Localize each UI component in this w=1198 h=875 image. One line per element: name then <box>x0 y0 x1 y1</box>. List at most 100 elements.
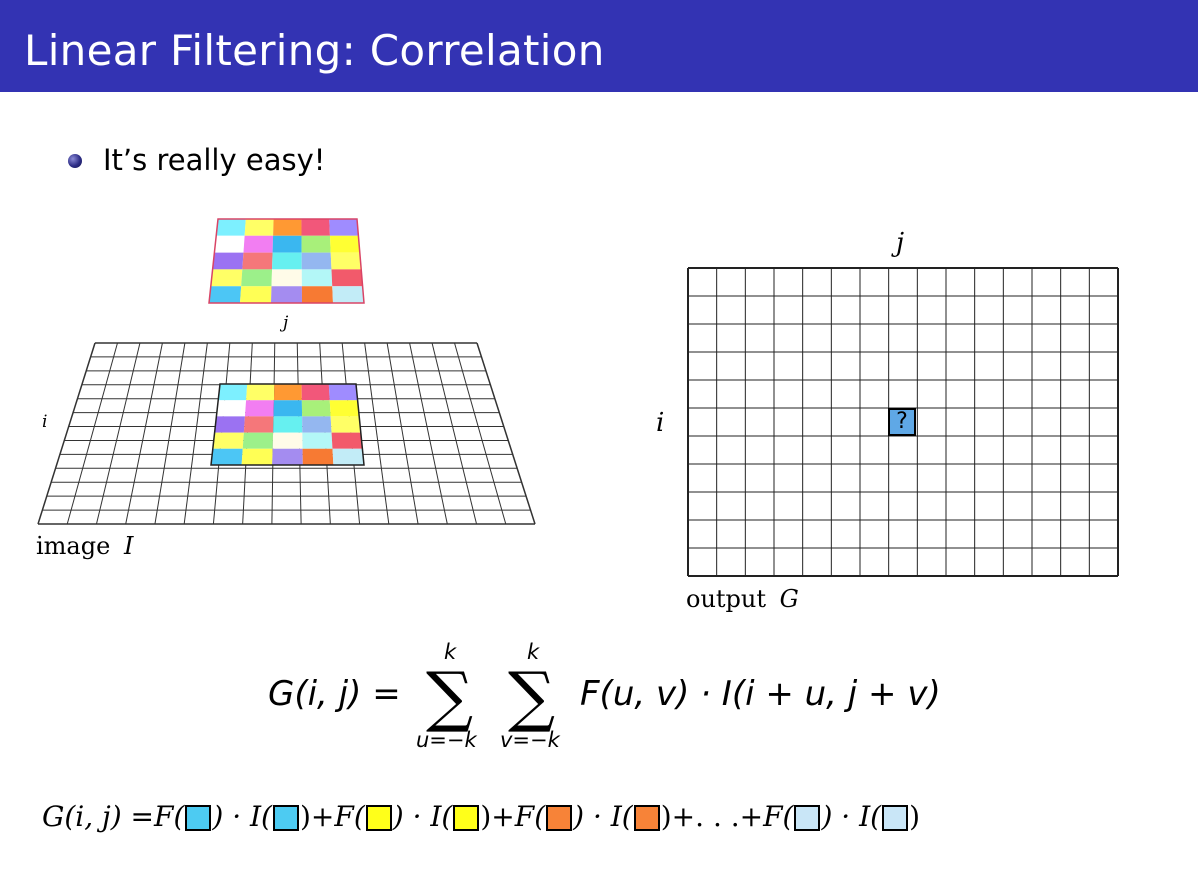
expanded-formula: G(i, j) = F( ) · I() + F( ) · I() + F( ) · … <box>42 800 920 833</box>
filter-cell <box>331 432 363 449</box>
filter-cell <box>272 252 302 270</box>
filter-cell <box>243 416 274 433</box>
term4-I: ) · I( <box>821 800 882 833</box>
sum2-lower: v=−k <box>500 728 560 752</box>
grid-col-line <box>386 342 419 525</box>
ellipsis: . . . <box>695 800 740 833</box>
swatch-yellow-I <box>453 804 480 831</box>
image-grid-figure <box>37 218 536 525</box>
filter-border <box>208 218 365 304</box>
swatch-orange-I <box>633 804 660 831</box>
swatch-yellow-F <box>365 804 392 831</box>
plus-1: + <box>310 800 335 833</box>
sum1-upper: k <box>444 640 457 664</box>
grid-col-line <box>37 342 96 525</box>
sum1-sign: ∑ <box>426 658 474 735</box>
swatch-orange-F <box>546 804 573 831</box>
term2-close: ) <box>480 800 492 833</box>
filter-cell <box>242 432 274 449</box>
output-grid <box>687 267 1119 577</box>
left-axis-i: i <box>42 412 48 432</box>
term4-close: ) <box>909 800 921 833</box>
image-caption-symbol: I <box>123 532 134 560</box>
filter-cell <box>241 448 273 465</box>
term1-F: F( <box>154 800 185 833</box>
right-axis-i: i <box>656 408 665 438</box>
filter-cell <box>273 384 302 401</box>
filter-cell <box>273 400 303 417</box>
filter-kernel <box>208 218 365 304</box>
filter-cell <box>302 448 334 465</box>
filter-cell <box>242 252 273 270</box>
bullet-icon <box>68 154 82 168</box>
filter-cell <box>212 432 244 449</box>
grid-col-line <box>431 342 478 525</box>
filter-cell <box>301 219 330 236</box>
term4-F: F( <box>763 800 794 833</box>
correlation-formula: G(i, j) = k ∑ u=−k k ∑ v=−k F(u, v) · I(… <box>268 640 948 752</box>
term1-close: ) <box>299 800 311 833</box>
output-caption-word: output <box>686 585 767 613</box>
title-bar: Linear Filtering: Correlation <box>0 0 1198 92</box>
filter-border <box>210 383 365 466</box>
term3-F: F( <box>514 800 546 833</box>
filter-cell <box>301 286 333 303</box>
filter-cell <box>216 400 247 417</box>
grid-col-line <box>125 342 163 525</box>
filter-cell <box>218 384 248 401</box>
term1-I: ) · I( <box>212 800 272 833</box>
swatch-cyan-F <box>185 804 212 831</box>
unknown-output-cell: ? <box>888 408 916 436</box>
grid-col-line <box>364 342 390 525</box>
image-caption-word: image <box>36 532 111 560</box>
filter-cell <box>328 384 358 401</box>
filter-cell <box>301 400 331 417</box>
grid-col-line <box>66 342 118 525</box>
output-caption: output G <box>686 585 799 613</box>
grid-col-line <box>154 342 186 525</box>
grid-col-line <box>476 342 536 525</box>
filter-cell <box>214 416 245 433</box>
filter-cell <box>244 400 274 417</box>
formula1-lhs: G(i, j) = <box>268 674 401 714</box>
filter-cell <box>329 219 359 236</box>
left-axis-j: j <box>283 313 289 333</box>
filter-cell <box>301 269 333 287</box>
filter-cell <box>301 235 331 253</box>
filter-cell <box>301 252 332 270</box>
slide-title: Linear Filtering: Correlation <box>24 26 605 75</box>
filter-cell <box>244 219 274 236</box>
filter-cell <box>209 286 242 303</box>
filter-cell <box>273 219 302 236</box>
term3-close: ) <box>660 800 672 833</box>
filter-overlay <box>210 383 365 466</box>
filter-cell <box>330 252 362 270</box>
filter-cell <box>216 219 246 236</box>
filter-cell <box>272 432 303 449</box>
filter-cell <box>332 286 364 303</box>
sum1-lower: u=−k <box>416 728 477 752</box>
term3-I: ) · I( <box>573 800 633 833</box>
filter-cell <box>241 269 273 287</box>
filter-cell <box>331 269 363 287</box>
grid-col-line <box>454 342 507 525</box>
right-axis-j: j <box>896 228 905 258</box>
grid-col-line <box>183 342 208 525</box>
bullet-text: It’s really easy! <box>103 143 326 177</box>
filter-cell <box>246 384 275 401</box>
swatch-cyan-I <box>272 804 299 831</box>
grid-col-line <box>95 342 141 525</box>
filter-cell <box>211 448 243 465</box>
filter-cell <box>240 286 272 303</box>
filter-cell <box>272 235 302 253</box>
plus-3: + <box>671 800 696 833</box>
filter-cell <box>272 448 303 465</box>
filter-cell <box>214 235 245 253</box>
filter-cell <box>212 252 244 270</box>
output-grid-figure <box>687 267 1119 577</box>
filter-cell <box>329 400 360 417</box>
formula2-lhs: G(i, j) = <box>42 800 155 833</box>
term2-I: ) · I( <box>392 800 453 833</box>
sum2-sign: ∑ <box>508 658 556 735</box>
swatch-lightblue-F <box>794 804 821 831</box>
